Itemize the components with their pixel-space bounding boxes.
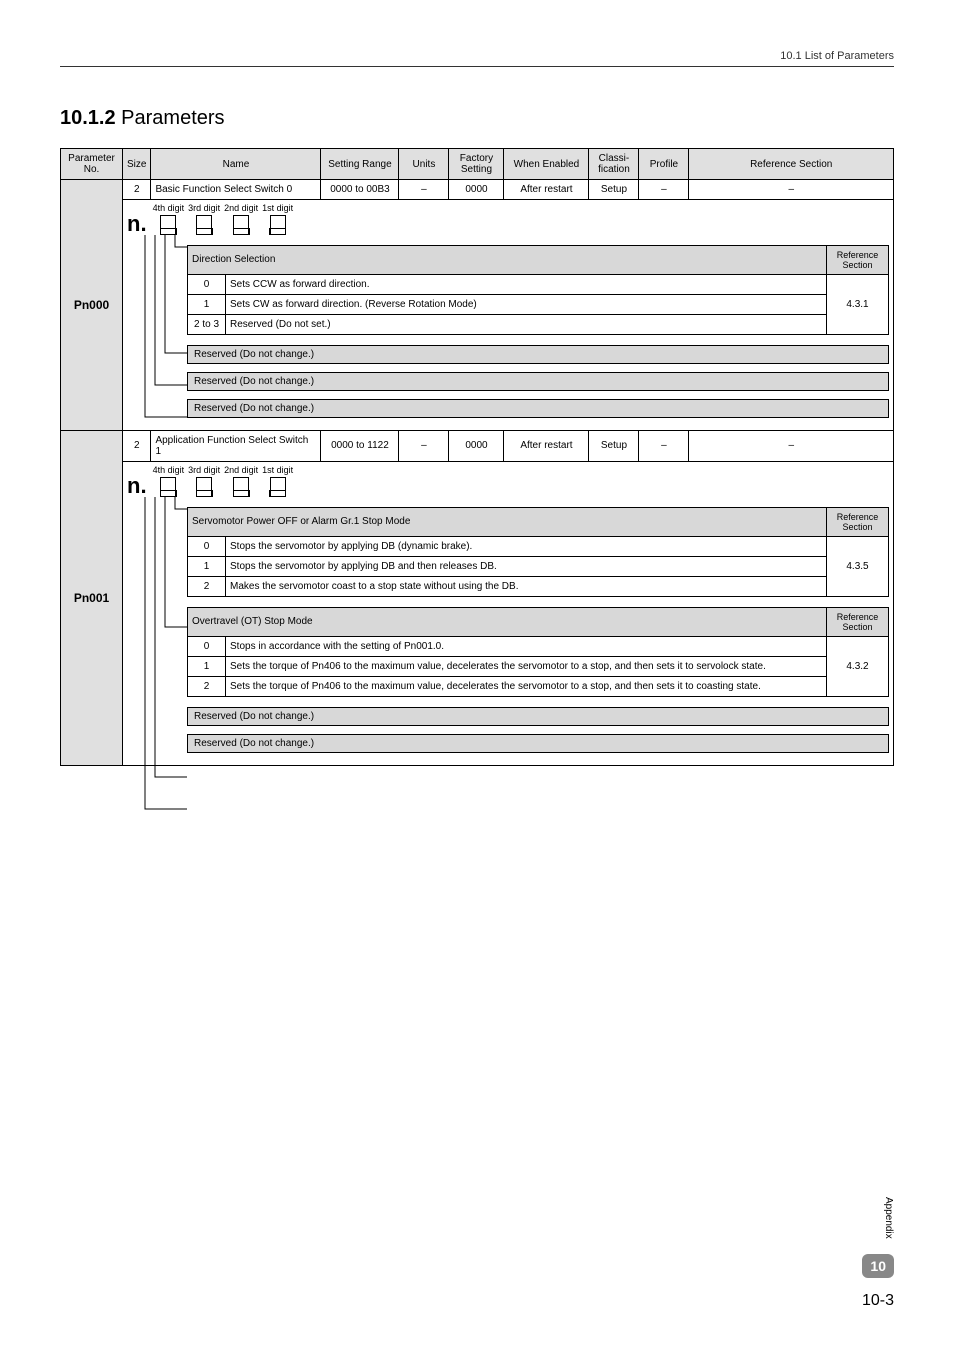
digit-box-icon [270,215,286,235]
pn001-when: After restart [504,430,589,461]
m1-row2-v: Makes the servomotor coast to a stop sta… [226,576,827,596]
col-param-no: Parameter No. [61,149,123,180]
pn000-range: 0000 to 00B3 [321,180,399,200]
m2-row2-k: 2 [188,676,226,696]
digit-4th: 4th digit [153,204,185,214]
section-heading: 10.1.2 Parameters [60,107,894,130]
pn000-profile: – [639,180,689,200]
pn001-units: – [399,430,449,461]
direction-title: Direction Selection [188,245,827,274]
pn001-detail: n. 4th digit 3rd digit 2nd digit 1st dig… [123,461,894,765]
dir-row2-k: 2 to 3 [188,314,226,334]
digit-3rd: 3rd digit [188,204,220,214]
pn000-reserved-2: Reserved (Do not change.) [187,399,889,418]
col-name: Name [151,149,321,180]
pn001-no: Pn001 [61,430,123,765]
m2-row0-v: Stops in accordance with the setting of … [226,636,827,656]
appendix-label: Appendix [883,1197,894,1239]
dir-row0-v: Sets CCW as forward direction. [226,274,827,294]
header-rule [60,66,894,67]
dir-row1-k: 1 [188,294,226,314]
pn001-range: 0000 to 1122 [321,430,399,461]
digit-1st: 1st digit [262,204,293,214]
digit-box-icon [160,215,176,235]
mode2-table: Overtravel (OT) Stop Mode Reference Sect… [187,607,889,697]
digit-2nd: 2nd digit [224,204,258,214]
mode1-title: Servomotor Power OFF or Alarm Gr.1 Stop … [188,507,827,536]
section-word: Parameters [121,107,224,129]
digit-diagram: n. 4th digit 3rd digit 2nd digit 1st dig… [127,466,889,497]
digit-box-icon [270,477,286,497]
col-factory: Factory Setting [449,149,504,180]
pn001-factory: 0000 [449,430,504,461]
digit-4th: 4th digit [153,466,185,476]
dir-row1-v: Sets CW as forward direction. (Reverse R… [226,294,827,314]
mode2-title: Overtravel (OT) Stop Mode [188,607,827,636]
m1-row2-k: 2 [188,576,226,596]
section-number: 10.1.2 [60,107,116,129]
pn001-reserved-0: Reserved (Do not change.) [187,707,889,726]
digit-box-icon [233,477,249,497]
direction-refhead: Reference Section [827,245,889,274]
m2-row0-k: 0 [188,636,226,656]
m2-row1-v: Sets the torque of Pn406 to the maximum … [226,656,827,676]
mode1-ref: 4.3.5 [827,536,889,596]
digit-box-icon [196,477,212,497]
pn000-reserved-1: Reserved (Do not change.) [187,372,889,391]
digit-n: n. [127,213,147,235]
digit-2nd: 2nd digit [224,466,258,476]
pn000-classi: Setup [589,180,639,200]
pn000-factory: 0000 [449,180,504,200]
pn000-units: – [399,180,449,200]
col-classi: Classi- fication [589,149,639,180]
pn000-detail: n. 4th digit 3rd digit 2nd digit 1st dig… [123,200,894,431]
pn000-ref: – [689,180,894,200]
leader-lines-icon [127,497,187,857]
col-profile: Profile [639,149,689,180]
pn000-no: Pn000 [61,180,123,431]
col-ref: Reference Section [689,149,894,180]
pn000-size: 2 [123,180,151,200]
digit-box-icon [233,215,249,235]
m1-row0-k: 0 [188,536,226,556]
pn001-ref: – [689,430,894,461]
parameter-table: Parameter No. Size Name Setting Range Un… [60,148,894,766]
digit-box-icon [160,477,176,497]
footer: Appendix 10 10-3 [862,1197,894,1310]
pn001-size: 2 [123,430,151,461]
page-number: 10-3 [862,1292,894,1310]
digit-1st: 1st digit [262,466,293,476]
col-when: When Enabled [504,149,589,180]
dir-row0-k: 0 [188,274,226,294]
digit-diagram: n. 4th digit 3rd digit 2nd digit 1st dig… [127,204,889,235]
pn001-profile: – [639,430,689,461]
m2-row2-v: Sets the torque of Pn406 to the maximum … [226,676,827,696]
chapter-number: 10 [862,1254,894,1278]
pn001-classi: Setup [589,430,639,461]
m1-row1-v: Stops the servomotor by applying DB and … [226,556,827,576]
direction-table: Direction Selection Reference Section 0 … [187,245,889,335]
col-units: Units [399,149,449,180]
m1-row1-k: 1 [188,556,226,576]
col-size: Size [123,149,151,180]
pn000-reserved-0: Reserved (Do not change.) [187,345,889,364]
col-range: Setting Range [321,149,399,180]
pn000-when: After restart [504,180,589,200]
mode1-refhead: Reference Section [827,507,889,536]
m2-row1-k: 1 [188,656,226,676]
dir-row2-v: Reserved (Do not set.) [226,314,827,334]
pn000-name: Basic Function Select Switch 0 [151,180,321,200]
header-right: 10.1 List of Parameters [60,50,894,62]
mode2-ref: 4.3.2 [827,636,889,696]
mode1-table: Servomotor Power OFF or Alarm Gr.1 Stop … [187,507,889,597]
pn001-name: Application Function Select Switch 1 [151,430,321,461]
digit-box-icon [196,215,212,235]
pn001-reserved-1: Reserved (Do not change.) [187,734,889,753]
m1-row0-v: Stops the servomotor by applying DB (dyn… [226,536,827,556]
direction-ref: 4.3.1 [827,274,889,334]
digit-n: n. [127,475,147,497]
mode2-refhead: Reference Section [827,607,889,636]
digit-3rd: 3rd digit [188,466,220,476]
